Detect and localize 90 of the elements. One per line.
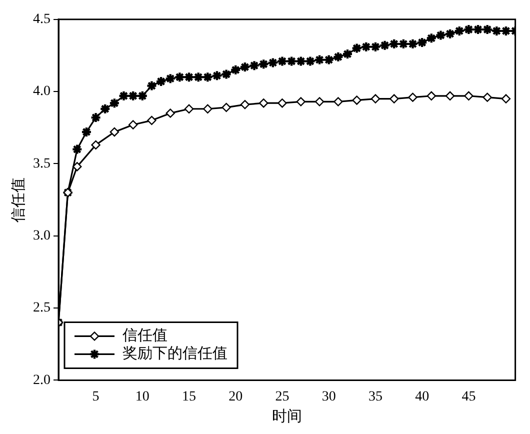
- point: [155, 76, 167, 88]
- point: [202, 72, 214, 83]
- point: [351, 42, 362, 54]
- legend-label: 信任值: [122, 327, 168, 344]
- point: [445, 91, 455, 100]
- point: [146, 80, 158, 92]
- point: [296, 97, 306, 106]
- point: [166, 108, 175, 118]
- point: [147, 116, 156, 126]
- point: [482, 24, 493, 36]
- point: [211, 70, 223, 82]
- y-tick-label: 3.0: [33, 228, 50, 244]
- point: [258, 98, 268, 108]
- point: [239, 61, 251, 73]
- x-tick-label: 45: [462, 389, 476, 404]
- point: [323, 54, 334, 66]
- legend-label: 奖励下的信任值: [122, 345, 228, 362]
- y-tick-label: 4.5: [33, 12, 50, 28]
- point: [183, 72, 195, 83]
- point: [426, 91, 436, 100]
- point: [220, 68, 232, 80]
- point: [370, 94, 380, 104]
- point: [240, 100, 250, 110]
- point: [174, 72, 186, 83]
- point: [267, 57, 279, 68]
- point: [426, 32, 437, 44]
- point: [416, 36, 428, 48]
- x-tick-label: 15: [182, 389, 196, 404]
- point: [444, 28, 456, 40]
- point: [184, 104, 194, 114]
- point: [295, 56, 306, 67]
- point: [388, 38, 400, 50]
- point: [352, 96, 362, 105]
- point: [258, 58, 270, 70]
- point: [314, 97, 324, 106]
- point: [276, 56, 288, 67]
- point: [72, 162, 82, 172]
- point: [278, 98, 287, 108]
- point: [491, 25, 502, 37]
- point: [334, 97, 343, 106]
- point: [379, 40, 390, 51]
- point: [164, 72, 176, 84]
- point: [408, 92, 418, 102]
- point: [464, 91, 474, 100]
- x-tick-label: 25: [275, 389, 290, 404]
- point: [482, 92, 492, 102]
- point: [118, 90, 130, 102]
- x-tick-label: 10: [135, 389, 150, 404]
- point: [222, 102, 231, 112]
- point: [407, 38, 418, 50]
- y-axis-title: 信任值: [10, 177, 27, 222]
- point: [136, 90, 148, 102]
- point: [342, 48, 354, 60]
- point: [332, 51, 344, 63]
- x-axis-title: 时间: [272, 408, 302, 425]
- point: [91, 140, 100, 150]
- y-tick-label: 2.5: [33, 300, 50, 316]
- point: [390, 94, 399, 104]
- point: [500, 25, 512, 37]
- point: [370, 41, 382, 52]
- point: [128, 120, 138, 130]
- point: [360, 41, 372, 52]
- point: [248, 60, 260, 72]
- point: [100, 103, 111, 114]
- x-tick-label: 5: [92, 389, 100, 404]
- point: [463, 24, 474, 36]
- point: [90, 112, 102, 124]
- point: [398, 38, 410, 50]
- x-tick-label: 35: [368, 389, 382, 404]
- point: [80, 126, 92, 138]
- point: [286, 56, 298, 67]
- point: [230, 64, 242, 76]
- point: [472, 24, 484, 36]
- y-tick-label: 3.5: [33, 156, 50, 172]
- point: [127, 90, 139, 102]
- point: [435, 30, 446, 41]
- x-tick-label: 20: [228, 389, 243, 404]
- point: [304, 56, 316, 67]
- point: [72, 144, 83, 155]
- point: [454, 25, 465, 37]
- point: [192, 72, 204, 83]
- y-tick-label: 4.0: [33, 84, 50, 100]
- point: [501, 94, 511, 104]
- x-tick-label: 40: [415, 389, 430, 404]
- point: [203, 104, 212, 114]
- point: [110, 127, 120, 137]
- y-tick-label: 2.0: [33, 372, 50, 388]
- x-tick-label: 30: [322, 389, 336, 404]
- point: [314, 54, 326, 66]
- point: [108, 98, 120, 109]
